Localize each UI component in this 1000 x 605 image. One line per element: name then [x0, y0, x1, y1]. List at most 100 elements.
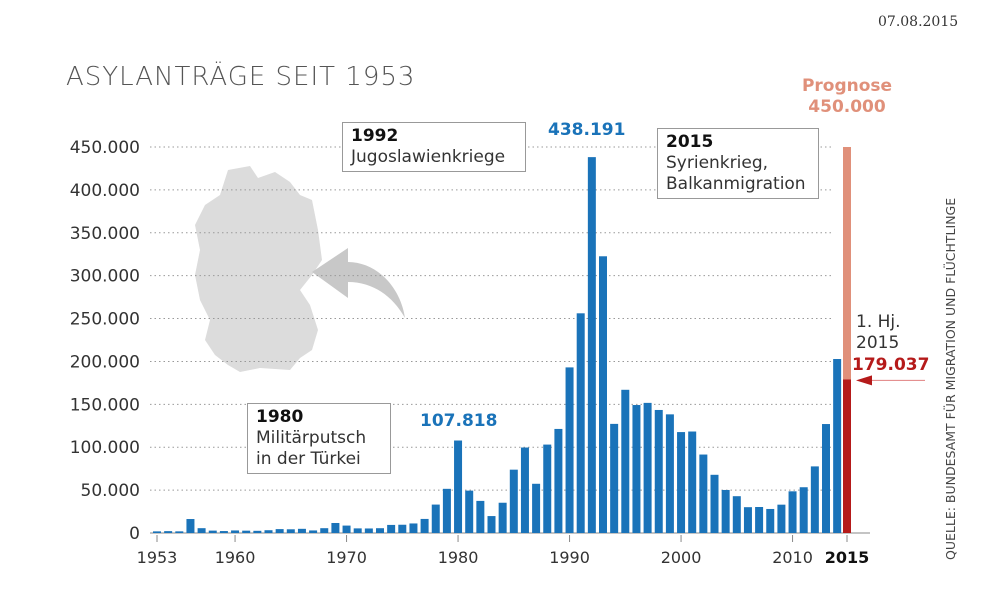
annotation-text: in der Türkei	[256, 449, 361, 469]
bar-1990	[565, 367, 574, 533]
bar-2003	[710, 474, 719, 533]
bar-1973	[376, 528, 384, 533]
bar-1956	[186, 519, 195, 533]
annotation-1980: 1980 Militärputsch in der Türkei	[247, 403, 391, 474]
bar-1978	[431, 504, 440, 533]
y-tick-label: 200.000	[70, 352, 140, 372]
bar-1991	[576, 313, 585, 533]
bar-2000	[677, 432, 686, 533]
prognosis-title: Prognose	[801, 76, 893, 96]
bar-2015-half-year	[843, 379, 851, 533]
bar-2002	[699, 454, 708, 533]
bar-1960	[231, 530, 240, 533]
x-tick-label: 1970	[326, 548, 367, 567]
bar-1969	[331, 522, 340, 533]
bar-2007	[755, 507, 764, 533]
curved-arrow-icon	[312, 248, 405, 318]
bar-1998	[654, 409, 663, 533]
bar-1972	[364, 528, 373, 533]
bar-1953	[153, 531, 161, 533]
bar-2013	[822, 424, 830, 533]
value-label-1980: 107.818	[420, 411, 498, 431]
half-year-label: 1. Hj. 2015	[856, 312, 901, 354]
bar-1962	[253, 530, 262, 533]
bar-1957	[197, 528, 206, 533]
bar-1977	[420, 518, 429, 533]
annotation-year: 2015	[666, 132, 714, 152]
x-tick-label: 1960	[215, 548, 256, 567]
bar-2015-prognosis	[843, 147, 851, 380]
x-tick-label: 2000	[661, 548, 702, 567]
annotation-year: 1992	[351, 126, 399, 146]
bar-1997	[643, 402, 652, 533]
bar-1988	[543, 444, 552, 533]
annotation-text: Balkanmigration	[666, 174, 806, 194]
bar-1987	[532, 483, 541, 533]
half-year-value: 179.037	[852, 355, 930, 375]
y-tick-label: 300.000	[70, 267, 140, 287]
prognosis-label: Prognose 450.000	[792, 76, 902, 118]
y-tick-label: 350.000	[70, 224, 140, 244]
bar-2011	[799, 487, 808, 533]
bar-1963	[264, 530, 273, 533]
prognosis-value: 450.000	[808, 97, 886, 117]
bar-1971	[353, 528, 362, 533]
germany-map-icon	[195, 166, 322, 372]
x-tick-label: 2015	[825, 548, 870, 567]
x-tick-label: 1980	[438, 548, 479, 567]
bar-1954	[164, 531, 173, 533]
bar-1958	[208, 530, 217, 533]
bar-2014	[833, 359, 842, 533]
x-tick-label: 1953	[137, 548, 178, 567]
bar-2006	[743, 507, 752, 533]
bar-1985	[509, 469, 518, 533]
arrow-left-icon	[856, 375, 872, 386]
x-tick-label: 1990	[549, 548, 590, 567]
y-tick-label: 0	[129, 524, 140, 544]
bar-1993	[599, 256, 607, 533]
bar-1955	[175, 531, 184, 533]
annotation-2015: 2015 Syrienkrieg, Balkanmigration	[657, 128, 819, 199]
half-year-year: 2015	[856, 333, 900, 353]
bar-2010	[788, 491, 797, 533]
bar-2009	[777, 504, 786, 533]
bar-2004	[721, 489, 730, 533]
bar-1999	[665, 414, 674, 533]
source-label: QUELLE: BUNDESAMT FÜR MIGRATION UND FLÜC…	[943, 197, 958, 560]
peak-value-label: 438.191	[548, 120, 626, 140]
bar-1982	[476, 500, 485, 533]
bar-1994	[610, 423, 619, 533]
bar-1989	[554, 428, 563, 533]
annotation-year: 1980	[256, 407, 304, 427]
bar-1980	[454, 440, 463, 533]
annotation-1992: 1992 Jugoslawienkriege	[342, 122, 526, 172]
bar-2005	[732, 496, 741, 533]
annotation-text: Syrienkrieg,	[666, 153, 769, 173]
date-label: 07.08.2015	[878, 14, 959, 30]
bar-1996	[632, 405, 641, 533]
bar-1959	[219, 531, 228, 533]
bar-1965	[286, 529, 295, 533]
bar-1975	[398, 524, 407, 533]
bar-1976	[409, 523, 418, 533]
bar-1966	[297, 528, 306, 533]
annotation-text: Militärputsch	[256, 428, 367, 448]
bar-1964	[275, 529, 284, 533]
bar-2001	[688, 431, 697, 533]
bar-1970	[342, 525, 351, 533]
annotation-text: Jugoslawienkriege	[351, 147, 506, 167]
bar-1967	[309, 530, 318, 533]
bar-1968	[320, 528, 329, 533]
bar-2012	[810, 466, 819, 533]
bar-1979	[442, 488, 451, 533]
y-tick-label: 100.000	[70, 438, 140, 458]
y-tick-label: 50.000	[81, 481, 140, 501]
y-tick-label: 400.000	[70, 181, 140, 201]
bar-2008	[766, 508, 775, 533]
x-tick-label: 2010	[772, 548, 813, 567]
bar-1992	[587, 157, 596, 533]
bar-1961	[242, 530, 251, 533]
bar-1986	[520, 447, 529, 533]
bar-1981	[465, 490, 474, 533]
bar-1995	[621, 389, 630, 533]
